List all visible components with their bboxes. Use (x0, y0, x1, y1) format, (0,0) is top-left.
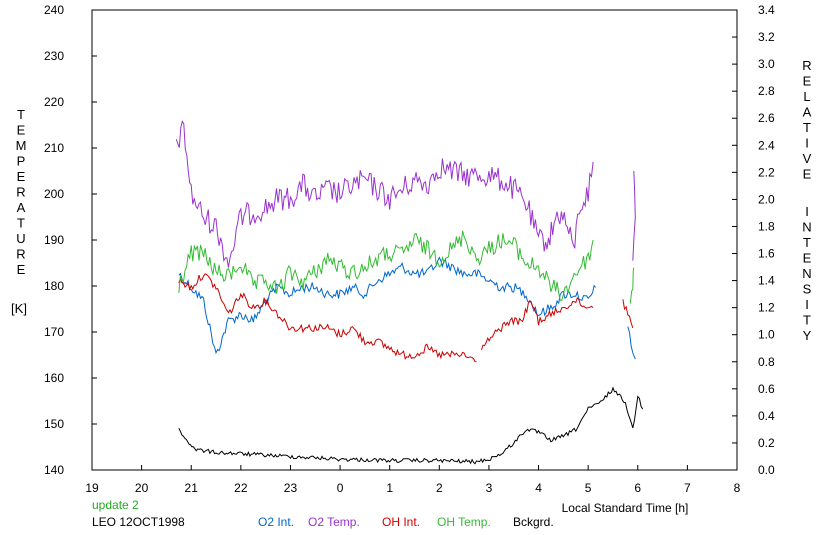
left-label-letter: R (16, 247, 25, 262)
x-tick-label: 2 (436, 481, 443, 495)
left-tick-label: 160 (44, 371, 64, 385)
series-oh-int-line (178, 273, 477, 363)
right-tick-label: 3.0 (758, 57, 775, 71)
right-label-letter: I (805, 136, 809, 151)
right-tick-label: 1.0 (758, 328, 775, 342)
left-tick-label: 230 (44, 49, 64, 63)
right-label-letter: E (803, 251, 812, 266)
series-oh-int-line (622, 299, 634, 329)
left-tick-label: 140 (44, 463, 64, 477)
right-label-letter: V (803, 151, 812, 166)
right-label-letter: R (802, 58, 811, 73)
x-axis-ticks: 19 20 21 22 23 0 1 2 3 4 5 6 7 8 (85, 465, 741, 495)
right-tick-label: 0.8 (758, 355, 775, 369)
right-label-letter: E (803, 74, 812, 89)
left-axis-unit: [K] (11, 301, 27, 316)
legend-bckgrd: Bckgrd. (513, 515, 554, 529)
right-tick-label: 2.0 (758, 192, 775, 206)
x-tick-label: 8 (734, 481, 741, 495)
series-o2-int-line (627, 326, 636, 360)
left-tick-label: 170 (44, 325, 64, 339)
left-label-letter: M (16, 138, 27, 153)
x-tick-label: 0 (337, 481, 344, 495)
right-label-letter: I (805, 204, 809, 219)
right-label-letter: N (802, 220, 811, 235)
x-tick-label: 4 (535, 481, 542, 495)
right-label-letter: T (803, 313, 811, 328)
right-label-letter: T (803, 235, 811, 250)
x-axis-label: Local Standard Time [h] (562, 501, 689, 515)
series-oh-temp-line (178, 230, 594, 301)
x-tick-label: 3 (486, 481, 493, 495)
right-label-letter: N (802, 266, 811, 281)
update-text: update 2 (92, 498, 139, 512)
left-label-letter: E (17, 262, 26, 277)
right-tick-label: 0.6 (758, 382, 775, 396)
right-label-letter: A (803, 105, 812, 120)
left-label-letter: A (17, 200, 26, 215)
left-tick-label: 210 (44, 141, 64, 155)
right-tick-label: 0.4 (758, 409, 775, 423)
left-label-letter: P (17, 154, 26, 169)
series-o2-int-line (178, 256, 596, 355)
series-o2-temp-line (632, 170, 636, 261)
left-label-letter: E (17, 123, 26, 138)
left-axis-ticks: 140 150 160 170 180 190 200 210 220 230 240 (44, 3, 97, 477)
x-tick-label: 7 (684, 481, 691, 495)
series-o2-temp-line (175, 120, 594, 268)
right-label-letter: E (803, 167, 812, 182)
right-tick-label: 1.2 (758, 301, 775, 315)
right-tick-label: 3.4 (758, 3, 775, 17)
right-label-letter: S (803, 282, 812, 297)
left-tick-label: 190 (44, 233, 64, 247)
right-tick-label: 2.2 (758, 165, 775, 179)
x-tick-label: 5 (585, 481, 592, 495)
left-label-letter: R (16, 185, 25, 200)
x-tick-label: 20 (135, 481, 149, 495)
left-tick-label: 150 (44, 417, 64, 431)
right-label-letter: Y (803, 328, 812, 343)
left-tick-label: 220 (44, 95, 64, 109)
series-layer (175, 120, 644, 465)
right-tick-label: 0.0 (758, 463, 775, 477)
left-label-letter: U (16, 231, 25, 246)
series-oh-int-line (481, 296, 594, 350)
left-label-letter: T (17, 107, 25, 122)
left-tick-label: 200 (44, 187, 64, 201)
site-date-text: LEO 12OCT1998 (92, 515, 185, 529)
right-tick-label: 2.6 (758, 111, 775, 125)
legend-o2-temp: O2 Temp. (308, 515, 360, 529)
x-tick-label: 19 (85, 481, 99, 495)
right-label-letter: L (803, 89, 810, 104)
left-tick-label: 180 (44, 279, 64, 293)
right-label-letter: I (805, 297, 809, 312)
legend-oh-temp: OH Temp. (437, 515, 491, 529)
right-tick-label: 3.2 (758, 30, 775, 44)
x-tick-label: 21 (185, 481, 199, 495)
legend-oh-int: OH Int. (382, 515, 420, 529)
left-tick-label: 240 (44, 3, 64, 17)
right-tick-label: 0.2 (758, 436, 775, 450)
right-tick-label: 1.8 (758, 219, 775, 233)
x-tick-label: 23 (284, 481, 298, 495)
right-tick-label: 2.8 (758, 84, 775, 98)
x-tick-label: 22 (234, 481, 248, 495)
right-axis-ticks: 0.0 0.2 0.4 0.6 0.8 1.0 1.2 1.4 1.6 1.8 2.0 2.2 2.4 2… (732, 3, 775, 477)
series-oh-temp-line (629, 267, 635, 304)
x-tick-label: 1 (386, 481, 393, 495)
right-label-letter: T (803, 120, 811, 135)
series-bckgrd-line (178, 386, 644, 465)
right-tick-label: 1.6 (758, 247, 775, 261)
right-tick-label: 2.4 (758, 138, 775, 152)
left-label-letter: E (17, 169, 26, 184)
legend-o2-int: O2 Int. (258, 515, 294, 529)
left-label-letter: T (17, 216, 25, 231)
x-tick-label: 6 (634, 481, 641, 495)
right-tick-label: 1.4 (758, 274, 775, 288)
